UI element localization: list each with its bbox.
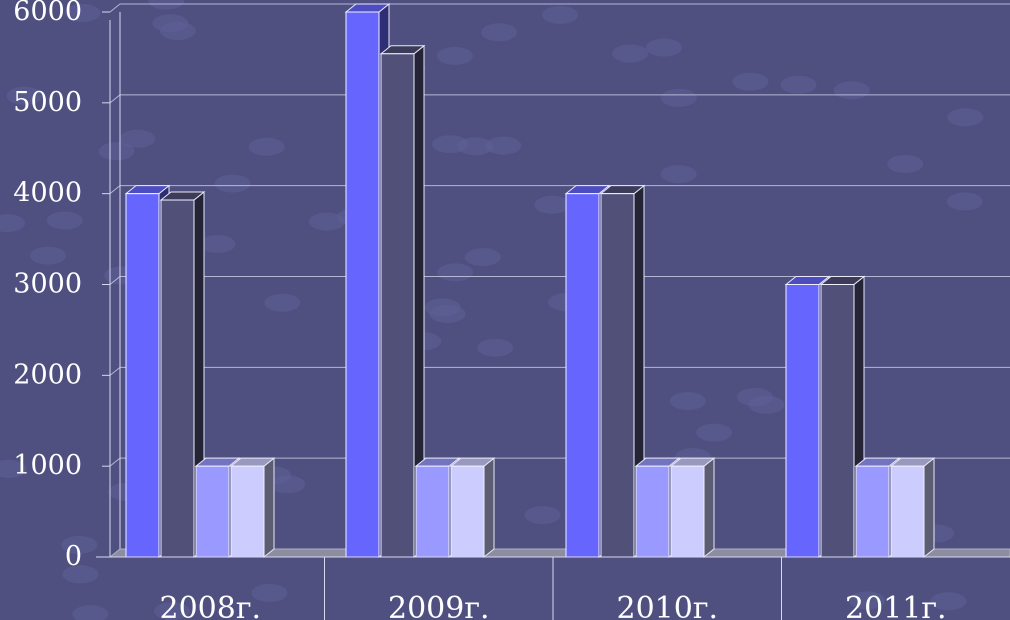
- gridline-depth: [109, 185, 121, 195]
- background-dot: [72, 605, 109, 620]
- background-dot: [98, 142, 135, 161]
- bar-side: [923, 457, 935, 559]
- background-dot: [248, 137, 285, 156]
- bar-front: [415, 465, 450, 558]
- gridline-depth: [109, 3, 121, 13]
- background-dot: [485, 136, 522, 155]
- bar-front: [855, 465, 890, 558]
- background-dot: [477, 338, 514, 357]
- bar-front: [195, 465, 230, 558]
- background-dot: [119, 129, 156, 148]
- background-dot: [264, 293, 301, 312]
- background-dot: [946, 192, 983, 211]
- gridline-depth: [109, 276, 121, 285]
- y-tick-label: 5000: [13, 87, 82, 118]
- background-dot: [669, 392, 706, 411]
- bar-front: [230, 465, 265, 558]
- background-dot: [660, 165, 697, 184]
- y-tick-label: 2000: [13, 359, 82, 390]
- background-dot: [30, 246, 67, 265]
- background-dot: [436, 46, 473, 65]
- background-dot: [930, 592, 967, 611]
- bar-front: [670, 465, 705, 558]
- bar-front: [160, 199, 195, 558]
- y-tick-label: 3000: [13, 269, 82, 300]
- background-dot: [148, 0, 185, 10]
- background-dot: [0, 214, 26, 233]
- background-dot: [154, 602, 191, 620]
- bar-front: [600, 193, 635, 558]
- x-category-label: 2011г.: [845, 591, 947, 620]
- bar-front: [820, 284, 855, 558]
- background-dot: [437, 263, 474, 282]
- background-dot: [646, 38, 682, 57]
- background-dot: [61, 535, 98, 554]
- background-dot: [199, 235, 236, 253]
- bar: [449, 457, 496, 559]
- background-dot: [833, 81, 870, 100]
- background-dot: [534, 195, 571, 214]
- gridline-depth: [109, 94, 121, 104]
- background-dot: [308, 212, 345, 231]
- background-dot: [6, 86, 43, 105]
- axis-walls: [108, 12, 1010, 558]
- bar-front: [345, 11, 380, 558]
- background-dot: [732, 72, 769, 91]
- bar-front: [785, 284, 820, 558]
- background-dot: [251, 584, 288, 602]
- background-dot: [542, 5, 579, 24]
- background-dot: [457, 137, 494, 156]
- bar-front: [125, 193, 160, 558]
- x-category-label: 2009г.: [388, 591, 490, 620]
- bar: [229, 457, 276, 559]
- background-dot: [62, 565, 99, 584]
- bars: [124, 2, 936, 559]
- bar-side: [483, 457, 495, 559]
- background-dot: [46, 211, 83, 230]
- bar-front: [635, 465, 670, 558]
- bar-front: [450, 465, 485, 558]
- background-dot: [887, 155, 924, 173]
- y-tick-label: 4000: [13, 178, 82, 209]
- background-dot: [612, 44, 649, 63]
- bar-side: [263, 457, 275, 559]
- gridline-depth: [109, 457, 121, 467]
- background-dot: [64, 4, 101, 22]
- background-dot: [849, 591, 885, 610]
- background-dot: [696, 423, 733, 442]
- bar: [669, 457, 716, 559]
- bar: [889, 457, 936, 559]
- background-dot: [524, 506, 561, 525]
- background-dot: [947, 108, 984, 127]
- bar-front: [890, 465, 925, 558]
- background-dot: [464, 248, 501, 267]
- y-tick-label: 6000: [13, 0, 82, 27]
- background-dot: [660, 88, 697, 107]
- y-tick-label: 0: [65, 541, 82, 572]
- y-axis-ticks: 0 1000 2000 3000 4000 5000 6000: [13, 0, 110, 572]
- bar-front: [380, 53, 415, 558]
- gridline-depth: [109, 366, 121, 376]
- background-dot: [481, 23, 517, 42]
- x-category-label: 2008г.: [159, 591, 261, 620]
- y-tick-label: 1000: [13, 450, 82, 481]
- x-axis-categories: 2008г. 2009г. 2010г. 2011г.: [96, 556, 1010, 620]
- bar-front: [565, 193, 600, 558]
- bar-side: [703, 457, 715, 559]
- background-dot: [214, 174, 251, 193]
- background-dot: [780, 75, 817, 94]
- background-dot: [736, 388, 773, 406]
- background-dot: [152, 14, 189, 33]
- x-category-label: 2010г.: [616, 591, 718, 620]
- background-dot: [424, 298, 461, 317]
- background-dot: [0, 459, 27, 478]
